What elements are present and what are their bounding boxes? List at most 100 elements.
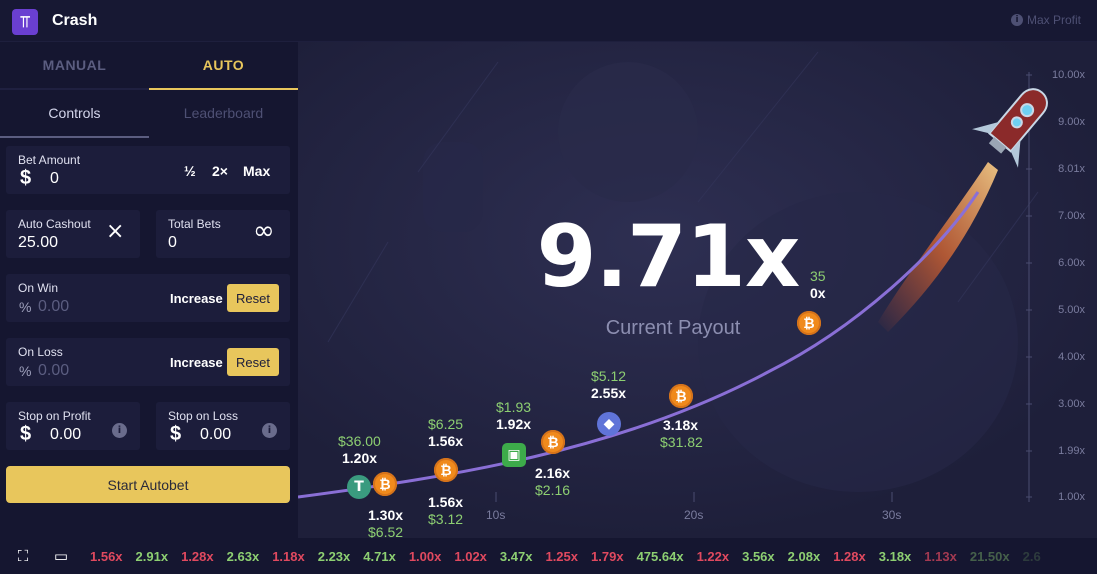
tether-coin-icon: T (347, 475, 371, 499)
cashout-amount: $31.82 (660, 434, 703, 450)
cashout-amount: $5.12 (591, 368, 627, 384)
history-item[interactable]: 3.18x (878, 549, 912, 564)
max-bet-button[interactable]: Max (243, 163, 271, 179)
cashout-amount: $3.12 (428, 511, 464, 527)
stop-on-profit-label: Stop on Profit (18, 409, 91, 423)
half-bet-button[interactable]: ½ (184, 163, 196, 179)
on-loss-field[interactable]: On Loss % 0.00 Increase Reset (6, 338, 290, 386)
x-tick-label: 20s (684, 508, 704, 522)
tab-leaderboard[interactable]: Leaderboard (183, 105, 264, 121)
tab-manual[interactable]: MANUAL (0, 42, 149, 90)
double-bet-button[interactable]: 2× (212, 163, 228, 179)
history-item[interactable]: 2.91x (135, 549, 169, 564)
on-win-label: On Win (18, 281, 59, 295)
history-item[interactable]: 1.18x (272, 549, 305, 564)
total-bets-field[interactable]: Total Bets 0 ∞ (156, 210, 290, 258)
stop-on-loss-field[interactable]: Stop on Loss $ 0.00 i (156, 402, 290, 450)
on-win-increase-toggle[interactable]: Increase (170, 291, 223, 306)
auto-cashout-field[interactable]: Auto Cashout 25.00 × (6, 210, 140, 258)
bet-amount-field[interactable]: Bet Amount $ 0 ½ 2× Max (6, 146, 290, 194)
history-item[interactable]: 3.56x (742, 549, 775, 564)
bitcoin-coin-icon: ₿ (434, 458, 458, 482)
background-thumb (423, 142, 483, 232)
stop-on-profit-field[interactable]: Stop on Profit $ 0.00 i (6, 402, 140, 450)
history-item[interactable]: 1.00x (408, 549, 442, 564)
y-tick-label: 6.00x (1058, 257, 1085, 269)
history-item[interactable]: 1.13x (924, 549, 957, 564)
history-item[interactable]: 1.25x (545, 549, 579, 564)
cashout-multiplier: 1.56x (428, 433, 464, 449)
cashout-amount: 35 (810, 268, 826, 284)
history-item[interactable]: 3.47x (499, 549, 533, 564)
history-item[interactable]: 2.08x (787, 549, 821, 564)
x-tick-label: 30s (882, 508, 902, 522)
history-item[interactable]: 1.56x (90, 549, 123, 564)
cashout-multiplier: 3.18x (663, 417, 699, 433)
history-list: 1.56x 2.91x 1.28x 2.63x 1.18x 2.23x 4.71x 1.00x… (90, 549, 1041, 564)
history-item[interactable]: 2.6 (1022, 549, 1041, 564)
percent-icon: % (19, 363, 32, 379)
sub-tabs: Controls Leaderboard (0, 90, 298, 138)
bet-amount-input[interactable]: 0 (50, 170, 59, 187)
history-item[interactable]: 475.64x (636, 549, 684, 564)
history-item[interactable]: 1.02x (454, 549, 487, 564)
crash-game-canvas: 9.71x Current Payout 10.00x 9.00x 8.01x … (298, 42, 1097, 538)
bitcoin-coin-icon: ₿ (669, 384, 693, 408)
history-item[interactable]: 21.50x (969, 549, 1010, 564)
crash-logo-icon: ⫪ (12, 9, 38, 35)
x-axis-ticks (495, 492, 893, 502)
history-item[interactable]: 2.63x (226, 549, 260, 564)
app-title: Crash (52, 12, 98, 29)
cashout-amount: $1.93 (496, 399, 532, 415)
top-bar: ⫪ Crash i Max Profit (0, 0, 1097, 42)
on-win-field[interactable]: On Win % 0.00 Increase Reset (6, 274, 290, 322)
history-item[interactable]: 4.71x (363, 549, 396, 564)
on-loss-reset-button[interactable]: Reset (227, 348, 279, 376)
info-icon[interactable]: i (262, 423, 277, 438)
on-loss-increase-toggle[interactable]: Increase (170, 355, 223, 370)
cashout-multiplier: 0x (810, 285, 826, 301)
fullscreen-icon[interactable]: ⛶ (17, 547, 29, 565)
history-item[interactable]: 1.28x (833, 549, 866, 564)
x-tick-label: 10s (486, 508, 506, 522)
info-icon[interactable]: i (112, 423, 127, 438)
max-profit-label: Max Profit (1026, 13, 1081, 27)
history-item[interactable]: 1.22x (696, 549, 730, 564)
tab-auto[interactable]: AUTO (149, 42, 298, 90)
bitcoin-coin-icon: ₿ (797, 311, 821, 335)
history-item[interactable]: 2.23x (317, 549, 351, 564)
dollar-icon: $ (20, 423, 32, 445)
stop-on-loss-label: Stop on Loss (168, 409, 239, 423)
bet-amount-label: Bet Amount (18, 153, 81, 167)
y-axis-ticks (1026, 74, 1032, 498)
on-win-reset-button[interactable]: Reset (227, 284, 279, 312)
y-tick-label: 1.99x (1058, 445, 1085, 457)
history-item[interactable]: 1.28x (181, 549, 214, 564)
game-graphics (298, 42, 1097, 538)
max-profit-link[interactable]: i Max Profit (1010, 13, 1081, 27)
y-tick-label: 7.00x (1058, 210, 1085, 222)
cashout-multiplier: 1.92x (496, 416, 532, 432)
bitcoin-coin-icon: ₿ (373, 472, 397, 496)
payout-curve (298, 191, 980, 499)
history-bar: ⛶ ▭ 1.56x 2.91x 1.28x 2.63x 1.18x 2.23x 4.71x 1… (0, 538, 1097, 574)
cashout-multiplier: 1.56x (428, 494, 464, 510)
dollar-icon: $ (170, 423, 182, 445)
tab-controls[interactable]: Controls (0, 90, 149, 138)
stop-on-loss-input[interactable]: 0.00 (200, 426, 232, 443)
auto-cashout-label: Auto Cashout (18, 217, 91, 231)
rocket-icon (972, 88, 1048, 168)
clear-icon[interactable]: × (106, 219, 125, 244)
theatre-mode-icon[interactable]: ▭ (53, 547, 69, 565)
auto-cashout-input[interactable]: 25.00 (18, 234, 59, 251)
on-loss-input[interactable]: 0.00 (38, 362, 70, 379)
start-autobet-button[interactable]: Start Autobet (6, 466, 290, 503)
cashout-multiplier: 1.20x (342, 450, 378, 466)
on-win-input[interactable]: 0.00 (38, 298, 70, 315)
y-tick-label: 9.00x (1058, 116, 1085, 128)
infinity-icon[interactable]: ∞ (253, 216, 275, 246)
history-item[interactable]: 1.79x (591, 549, 624, 564)
stop-on-profit-input[interactable]: 0.00 (50, 426, 82, 443)
cashout-multiplier: 2.16x (535, 465, 571, 481)
total-bets-input[interactable]: 0 (168, 234, 177, 251)
